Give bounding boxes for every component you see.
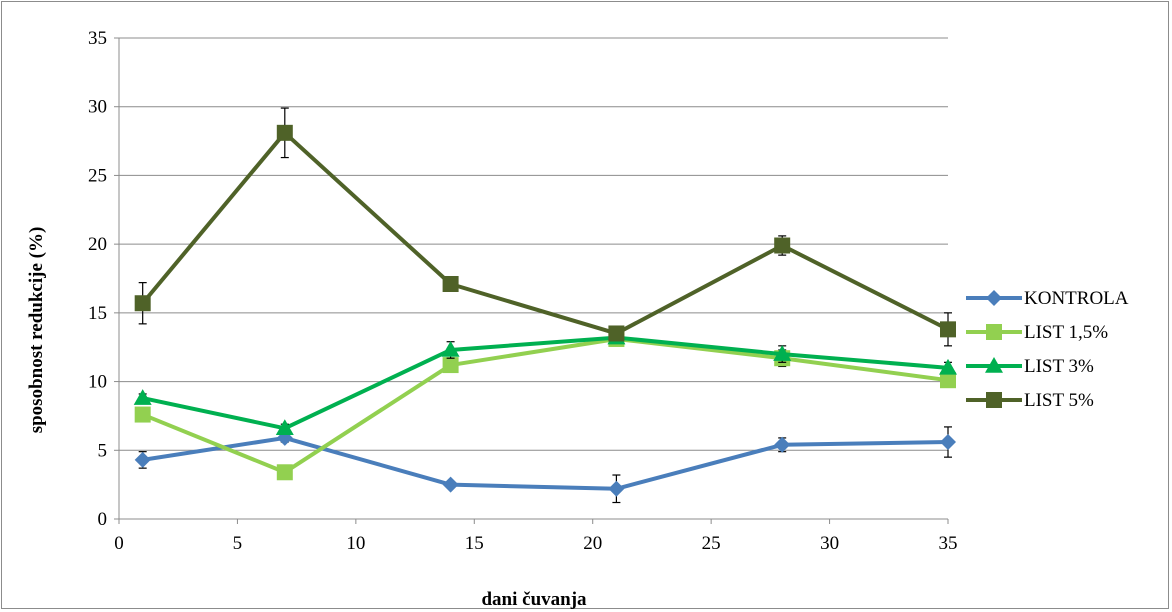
x-tick-label: 0: [114, 533, 124, 554]
y-axis-title: sposobnost redukcije (%): [26, 227, 47, 434]
data-point: [275, 419, 294, 436]
legend-item: LIST 5%: [966, 390, 1094, 411]
data-point: [442, 275, 459, 292]
y-tick-label: 20: [88, 234, 107, 255]
x-tick-label: 25: [702, 533, 721, 554]
x-tick-label: 10: [346, 533, 365, 554]
legend: KONTROLA LIST 1,5% LIST 3% LIST 5%: [966, 288, 1129, 411]
data-point: [276, 464, 293, 481]
x-tick-label: 35: [939, 533, 958, 554]
series-kontrola: [134, 426, 956, 504]
series-line-list-3: [142, 335, 949, 431]
series-list-1-5: [134, 330, 956, 481]
data-point: [773, 345, 792, 361]
x-tick-label: 30: [820, 533, 839, 554]
data-point: [940, 434, 956, 451]
y-tick-label: 0: [98, 509, 108, 530]
legend-label: LIST 3%: [1024, 356, 1094, 377]
data-point: [939, 358, 957, 375]
series-line-list-5: [141, 130, 949, 336]
legend-marker: [986, 324, 1002, 340]
legend-item: LIST 3%: [966, 356, 1094, 377]
data-point: [276, 124, 293, 141]
data-point: [134, 406, 151, 423]
gridlines: [119, 37, 948, 451]
series-line-list-1-5: [141, 336, 949, 475]
data-point: [441, 340, 460, 357]
y-tick-label: 30: [88, 97, 107, 118]
y-tick-label: 15: [88, 303, 107, 324]
data-point: [774, 436, 791, 453]
x-axis-title: dani čuvanja: [481, 589, 587, 610]
x-tick-label: 15: [465, 533, 484, 554]
series-list-5: [134, 107, 956, 347]
y-tick-label: 5: [98, 440, 108, 461]
data-point: [442, 476, 459, 493]
legend-marker: [986, 392, 1002, 408]
legend-marker: [986, 290, 1002, 306]
legend-item: LIST 1,5%: [966, 322, 1108, 343]
data-point: [608, 325, 625, 342]
x-tick-label: 20: [583, 533, 602, 554]
x-tick-labels: 0 5 10 15 20 25 30 35: [114, 533, 957, 554]
data-point: [133, 389, 152, 405]
data-point: [134, 451, 151, 468]
y-tick-labels: 0 5 10 15 20 25 30 35: [88, 28, 107, 530]
data-point: [940, 372, 956, 389]
legend-item: KONTROLA: [966, 288, 1129, 309]
series-line-kontrola: [142, 435, 949, 491]
data-point: [442, 357, 459, 374]
axes: [114, 37, 949, 524]
legend-label: KONTROLA: [1024, 288, 1129, 309]
legend-label: LIST 1,5%: [1024, 322, 1108, 343]
data-point: [940, 321, 956, 338]
y-tick-label: 25: [88, 165, 107, 186]
legend-marker: [985, 357, 1003, 373]
data-point: [134, 295, 151, 312]
data-point: [774, 237, 791, 254]
legend-label: LIST 5%: [1024, 390, 1094, 411]
x-tick-label: 5: [233, 533, 243, 554]
series-group: [133, 107, 957, 504]
y-tick-label: 35: [88, 28, 107, 49]
y-tick-label: 10: [88, 372, 107, 393]
data-point: [608, 480, 625, 497]
